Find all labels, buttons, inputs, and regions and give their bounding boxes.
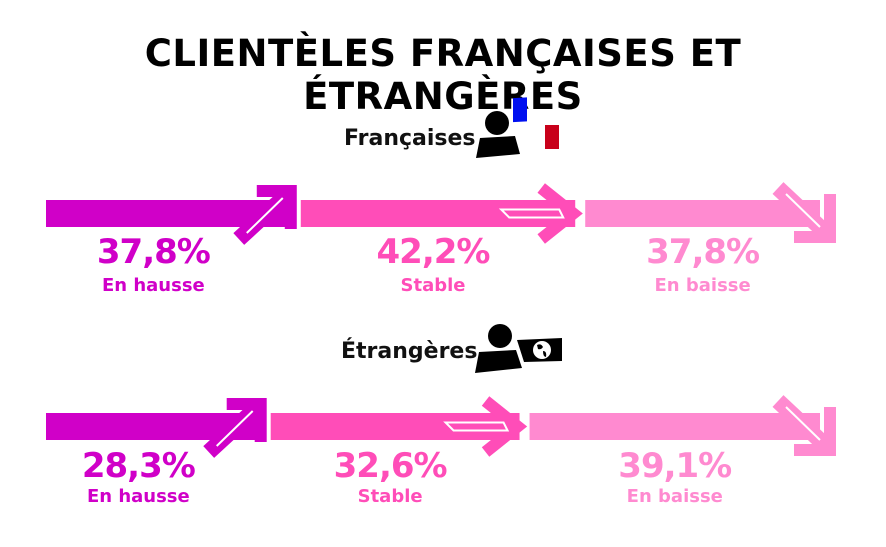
arrow-highlight bbox=[498, 208, 565, 219]
arrow-highlight bbox=[246, 197, 284, 234]
section-title-etrangeres: Étrangères bbox=[341, 339, 478, 364]
percent-stable: 32,6% bbox=[333, 446, 448, 486]
percent-baisse: 39,1% bbox=[618, 446, 732, 486]
percent-hausse: 37,8% bbox=[96, 232, 211, 272]
arrow-down-right-icon bbox=[794, 407, 836, 456]
bar-stable bbox=[270, 413, 520, 440]
percent-stable: 42,2% bbox=[376, 232, 491, 272]
arrow-up-right-icon bbox=[256, 185, 297, 229]
label-baisse: En baisse bbox=[654, 275, 751, 296]
bar-baisse bbox=[529, 413, 820, 440]
label-stable: Stable bbox=[357, 486, 423, 507]
arrow-highlight bbox=[785, 193, 821, 228]
arrow-highlight bbox=[216, 410, 254, 447]
arrow-up-right-icon bbox=[226, 398, 267, 442]
percent-hausse: 28,3% bbox=[81, 446, 196, 486]
section-title-francaises: Françaises bbox=[344, 126, 476, 151]
arrow-highlight bbox=[785, 406, 821, 441]
person-globe-icon bbox=[475, 324, 562, 373]
arrow-down-right-icon bbox=[794, 194, 836, 243]
label-hausse: En hausse bbox=[101, 275, 205, 296]
person-french-flag-icon bbox=[476, 97, 559, 158]
arrow-highlight bbox=[443, 421, 510, 432]
percent-baisse: 37,8% bbox=[646, 232, 760, 272]
bar-stable bbox=[300, 200, 576, 227]
bar-baisse bbox=[585, 200, 820, 227]
arrow-right-icon bbox=[481, 396, 528, 457]
arrow-right-icon bbox=[537, 183, 583, 244]
label-stable: Stable bbox=[400, 275, 466, 296]
page-title: Clientèles françaises et étrangères bbox=[144, 32, 742, 118]
label-baisse: En baisse bbox=[626, 486, 723, 507]
label-hausse: En hausse bbox=[86, 486, 190, 507]
